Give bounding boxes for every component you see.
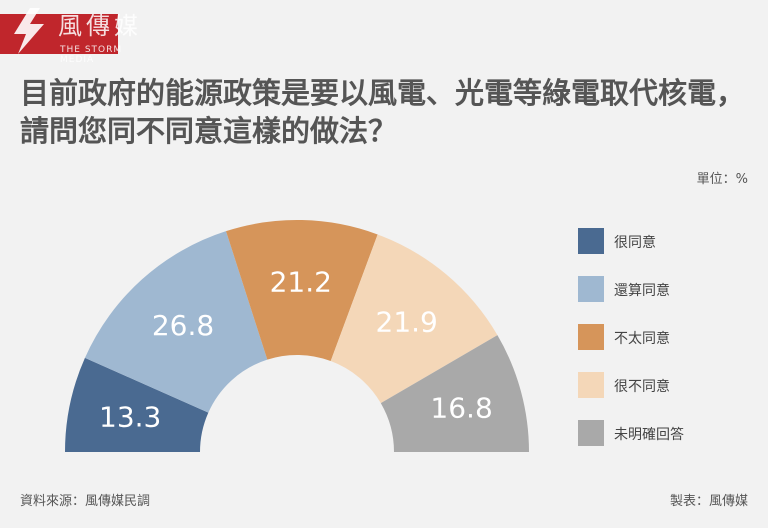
logo: 風傳媒 THE STORM MEDIA: [0, 0, 152, 65]
unit-label: 單位：%: [696, 172, 748, 187]
slice-value-label: 21.9: [376, 305, 438, 338]
legend-swatch: [578, 228, 604, 254]
legend-item: 未明確回答: [578, 420, 738, 446]
legend-label: 很同意: [614, 235, 656, 251]
legend-swatch: [578, 420, 604, 446]
slice-value-label: 13.3: [99, 401, 161, 434]
legend-item: 很同意: [578, 228, 738, 254]
legend-label: 還算同意: [614, 283, 670, 299]
credit-note: 製表：風傳媒: [669, 494, 748, 509]
legend-label: 未明確回答: [614, 427, 684, 443]
lightning-icon: [14, 8, 44, 54]
slice-value-label: 26.8: [152, 309, 214, 342]
logo-name-cn: 風傳媒: [58, 12, 142, 40]
logo-name-en: THE STORM MEDIA: [60, 45, 123, 65]
slice-4: [330, 234, 498, 404]
legend-swatch: [578, 372, 604, 398]
legend-item: 很不同意: [578, 372, 738, 398]
slice-value-label: 21.2: [270, 266, 332, 299]
slice-value-label: 16.8: [430, 392, 492, 425]
source-note: 資料來源：風傳媒民調: [20, 494, 151, 509]
chart-title: 目前政府的能源政策是要以風電、光電等綠電取代核電，請問您同不同意這樣的做法？: [20, 76, 746, 148]
legend-swatch: [578, 276, 604, 302]
slice-1: [65, 357, 209, 452]
legend-item: 還算同意: [578, 276, 738, 302]
legend-swatch: [578, 324, 604, 350]
slice-3: [226, 220, 378, 362]
legend-item: 不太同意: [578, 324, 738, 350]
slice-2: [84, 231, 268, 413]
legend-label: 不太同意: [614, 331, 670, 347]
slice-5: [380, 335, 529, 452]
legend-label: 很不同意: [614, 379, 670, 395]
